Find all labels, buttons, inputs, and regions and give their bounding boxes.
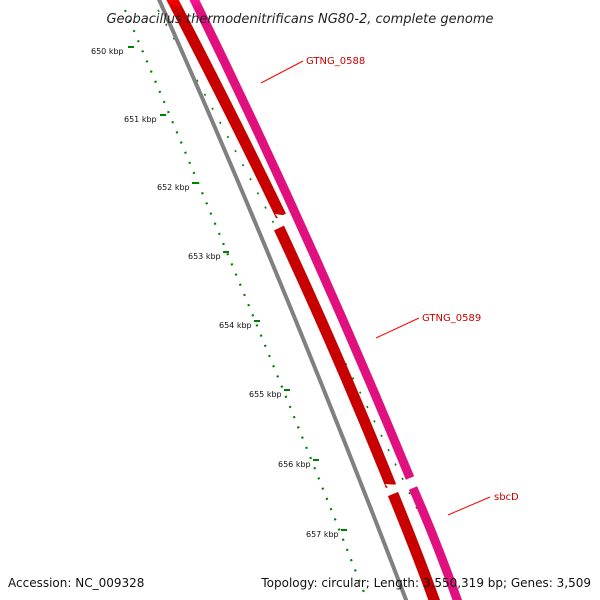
kbp-label-651: 651 kbp <box>124 115 157 124</box>
gene-boundary-arrow-2 <box>385 484 399 492</box>
scale-labels: 650 kbp 651 kbp 652 kbp 653 kbp 654 kbp … <box>91 47 339 539</box>
leader-line-gtng-0588 <box>260 60 304 84</box>
kbp-label-655: 655 kbp <box>249 390 282 399</box>
scale-track <box>123 9 459 596</box>
kbp-label-650: 650 kbp <box>91 47 124 56</box>
genome-backbone <box>157 0 409 600</box>
kbp-label-652: 652 kbp <box>157 183 190 192</box>
scale-dotted-line <box>123 9 367 596</box>
gene-label-sbcd: sbcD <box>494 492 519 503</box>
kbp-label-654: 654 kbp <box>219 321 252 330</box>
accession-text: Accession: NC_009328 <box>8 576 144 590</box>
kbp-label-653: 653 kbp <box>188 252 221 261</box>
gene-labels: GTNG_0588 GTNG_0589 sbcD <box>260 56 519 516</box>
scale-tick-marks <box>157 9 459 596</box>
leader-line-sbcd <box>447 496 491 516</box>
gene-boundary-arrow-1 <box>275 214 289 224</box>
genome-summary-text: Topology: circular; Length: 3,550,319 bp… <box>260 576 591 590</box>
kbp-label-656: 656 kbp <box>278 460 311 469</box>
gene-feature-upstream <box>166 0 286 219</box>
gene-boundary-mark <box>402 478 420 486</box>
kbp-label-657: 657 kbp <box>306 530 339 539</box>
reverse-gene-track <box>189 0 463 600</box>
forward-gene-track <box>166 0 441 600</box>
gene-label-gtng-0588: GTNG_0588 <box>306 56 365 67</box>
gene-feature-sbcd <box>387 491 441 600</box>
gene-feature-gtng-0589 <box>274 225 397 489</box>
gene-feature-gtng-0588 <box>189 0 415 480</box>
gene-feature-downstream <box>408 486 463 600</box>
map-title: Geobacillus thermodenitrificans NG80-2, … <box>106 12 493 27</box>
gene-label-gtng-0589: GTNG_0589 <box>422 313 481 324</box>
leader-line-gtng-0589 <box>375 317 420 339</box>
